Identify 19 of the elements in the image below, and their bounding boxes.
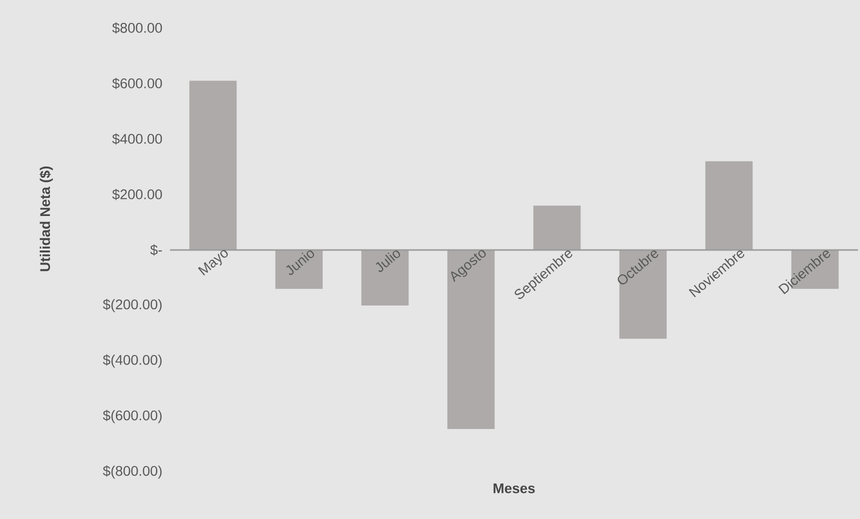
- x-tick-label: Julio: [376, 250, 400, 272]
- bar: [275, 250, 323, 289]
- bar: [361, 250, 409, 306]
- bar: [619, 250, 667, 339]
- y-tick-label: $-: [150, 244, 162, 256]
- bar: [189, 80, 237, 250]
- y-tick-label: $200.00: [112, 188, 162, 200]
- y-tick-label: $(600.00): [102, 410, 162, 424]
- y-tick-label: $400.00: [112, 133, 162, 145]
- y-tick-label: $600.00: [112, 78, 162, 90]
- bar: [705, 161, 753, 250]
- y-tick-label: $(200.00): [102, 298, 162, 312]
- y-axis-title: Utilidad Neta ($): [40, 166, 53, 272]
- bar: [533, 206, 581, 250]
- y-tick-label: $(800.00): [102, 465, 162, 479]
- bar: [447, 250, 495, 429]
- x-axis-title: Meses: [494, 484, 535, 494]
- y-tick-label: $(400.00): [102, 354, 162, 368]
- y-tick-label: $800.00: [112, 22, 162, 34]
